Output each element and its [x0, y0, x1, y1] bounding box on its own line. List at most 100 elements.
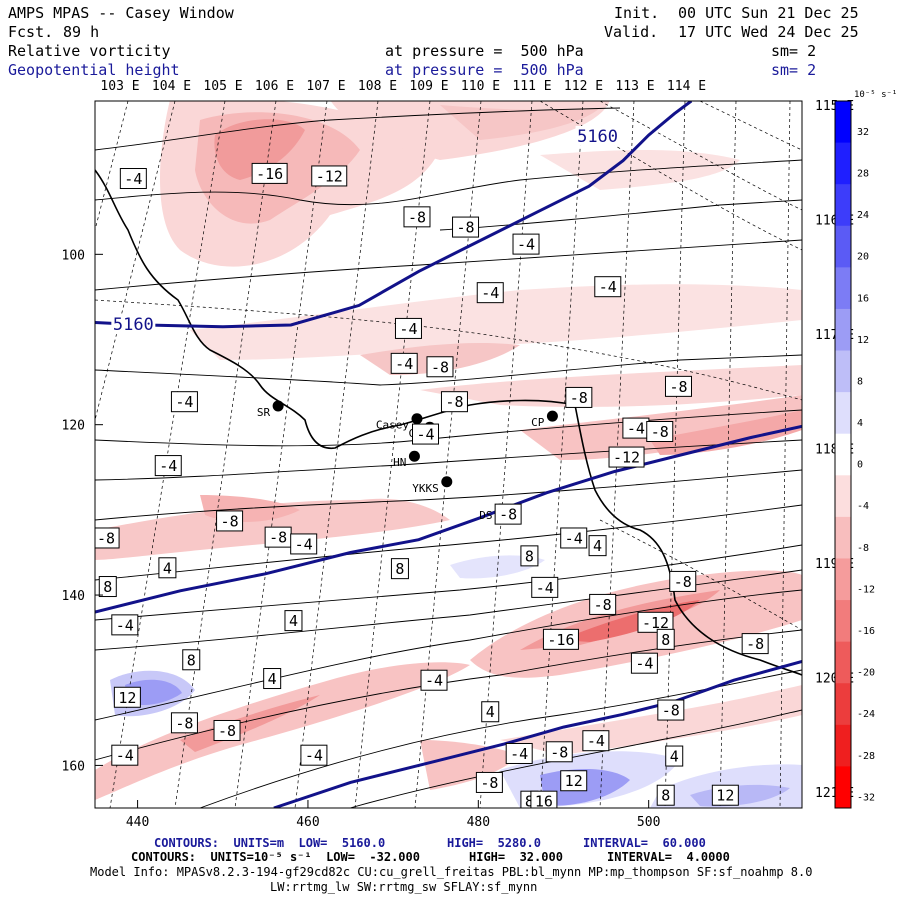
vorticity-label: -8 [445, 393, 463, 411]
vorticity-label-box [440, 391, 468, 413]
vorticity-label-box [284, 610, 303, 632]
vorticity-label-box [657, 699, 685, 721]
vorticity-label-box [311, 165, 348, 187]
vorticity-label-box [170, 712, 198, 734]
vorticity-label-box [594, 276, 622, 298]
colorbar-tick-label: 24 [857, 210, 869, 221]
vorticity-label: -8 [674, 573, 692, 591]
vorticity-label-box [531, 576, 559, 598]
colorbar-swatch [835, 641, 851, 684]
lon-label-top: 103 E [100, 79, 139, 94]
colorbar-tick-label: 16 [857, 293, 869, 304]
vorticity-label: 8 [525, 793, 534, 811]
vorticity-label-box [119, 168, 147, 190]
station-label-ds: DS [479, 509, 492, 522]
colorbar-tick-label: 0 [857, 460, 863, 471]
height-contour-5280 [273, 660, 802, 808]
vorticity-label: 4 [289, 612, 298, 630]
vorticity-label: -12 [613, 449, 640, 467]
vorticity-label-box [403, 206, 431, 228]
vorticity-label: -8 [408, 208, 426, 226]
vorticity-label-box [113, 686, 141, 708]
vorticity-label: 8 [661, 631, 670, 649]
plot-frame [94, 100, 803, 809]
vorticity-label-box [646, 421, 674, 443]
vorticity-label-box [420, 669, 448, 691]
vorticity-label: -8 [550, 743, 568, 761]
vorticity-label: -16 [547, 631, 574, 649]
lon-label-top: 111 E [512, 79, 551, 94]
vorticity-label: -8 [457, 219, 475, 237]
colorbar-tick-label: 28 [857, 169, 869, 180]
colorbar-swatch [835, 350, 851, 393]
field-smooth-height: sm= 2 [771, 61, 817, 79]
vorticity-label-box [565, 386, 593, 408]
footer-vort-contours: CONTOURS: UNITS=10⁻⁵ s⁻¹ LOW= -32.000 [131, 850, 420, 864]
vorticity-label-box [394, 317, 422, 339]
vorticity-label-box [390, 352, 418, 374]
vorticity-label-box [545, 741, 573, 763]
colorbar-tick-label: 12 [857, 335, 869, 346]
vorticity-label-box [582, 730, 610, 752]
colorbar-tick-label: -28 [857, 751, 875, 762]
lon-label-top: 112 E [564, 79, 603, 94]
station-marker-cp [546, 410, 558, 422]
vorticity-label-box [608, 446, 645, 468]
colorbar-tick-label: -16 [857, 626, 875, 637]
vorticity-label: -4 [175, 393, 193, 411]
colorbar-tick-label: 4 [857, 418, 863, 429]
vorticity-label: -8 [218, 722, 236, 740]
vorticity-label-box [664, 375, 692, 397]
vorticity-contours [95, 107, 802, 808]
vorticity-label: 12 [118, 689, 136, 707]
vorticity-label-box [560, 527, 588, 549]
vorticity-label-box [170, 391, 198, 413]
footer-vort-high: HIGH= 32.000 [469, 850, 563, 864]
vorticity-label-box [476, 282, 504, 304]
vorticity-label-box [475, 771, 503, 793]
vorticity-label-box [560, 770, 588, 792]
vorticity-label: 8 [187, 651, 196, 669]
height-label: 5160 [577, 127, 618, 147]
vorticity-label: -4 [587, 732, 605, 750]
vorticity-label-layer: -4 -16 -12 -8 -8 -4 -4 -4 -4 -4 -8 -8 -8 -8 -4 -4 -8 -4 -1… [95, 162, 769, 811]
vorticity-label-box [630, 652, 658, 674]
vorticity-label-box [412, 423, 440, 445]
vorticity-label: 16 [535, 793, 553, 811]
colorbar-swatch [835, 766, 851, 809]
lon-label-top: 105 E [203, 79, 242, 94]
vorticity-label: 4 [670, 748, 679, 766]
vorticity-label-box [741, 633, 769, 655]
height-label: 5160 [113, 315, 154, 335]
vorticity-label: -8 [97, 529, 115, 547]
colorbar-swatch [835, 558, 851, 601]
vorticity-label-box [656, 784, 675, 806]
colorbar-swatch [835, 516, 851, 559]
init-time: 00 UTC Sun 21 Dec 25 [678, 4, 859, 22]
vorticity-label: -4 [536, 579, 554, 597]
footer-model-info: Model Info: MPASv8.2.3-194-gf29cd82c CU:… [90, 865, 813, 879]
vorticity-label: -8 [651, 423, 669, 441]
plot-title: AMPS MPAS -- Casey Window [8, 4, 234, 22]
vorticity-label: 4 [486, 703, 495, 721]
field-name-vorticity: Relative vorticity [8, 42, 171, 60]
station-marker-casey [411, 413, 423, 425]
vorticity-label: -8 [175, 714, 193, 732]
vorticity-label: -8 [221, 512, 239, 530]
vorticity-label-box [154, 455, 182, 477]
vorticity-label-box [426, 356, 454, 378]
colorbar-unit: 10⁻⁵ s⁻¹ [854, 90, 897, 100]
vorticity-label-box [656, 628, 675, 650]
vorticity-label: 8 [395, 560, 404, 578]
vorticity-label: -4 [295, 535, 313, 553]
colorbar-swatch [835, 142, 851, 185]
station-marker-hn [408, 450, 420, 462]
vorticity-label: 4 [593, 537, 602, 555]
vorticity-label: -4 [305, 747, 323, 765]
lon-label-top: 104 E [152, 79, 191, 94]
station-label-ykks: YKKS [412, 482, 439, 495]
vorticity-label: 12 [716, 787, 734, 805]
vorticity-label-box [520, 545, 539, 567]
colorbar-tick-label: -24 [857, 709, 875, 720]
